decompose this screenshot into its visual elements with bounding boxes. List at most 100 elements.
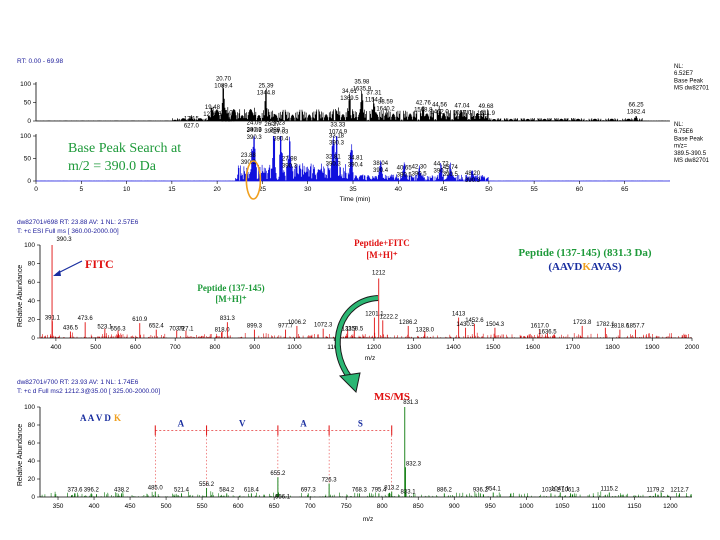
spectrum-peak-label: 618.4 — [244, 487, 260, 493]
residue-letter: A — [178, 418, 185, 428]
spectrum-peak-label: 1179.2 — [646, 487, 665, 493]
peptide-mh-label: Peptide (137-145) — [197, 283, 264, 293]
side-label-line: 6.52E7 — [674, 71, 694, 77]
msms-y-axis: 0 20 40 60 80 100 — [24, 404, 41, 501]
spectrum-peak-label: 832.3 — [406, 461, 422, 467]
fitc-label: FITC — [85, 257, 114, 271]
bps-x-tick-label: 25 — [259, 186, 267, 193]
x-tick-label: 1300 — [406, 344, 421, 351]
x-tick-label: 1000 — [287, 344, 302, 351]
peak-label: 390.3 — [270, 128, 286, 134]
spectrum-peak-label: 1061.3 — [561, 487, 580, 493]
spectrum-peak-label: 655.2 — [270, 471, 286, 477]
sequence-part-1: (AAVD — [548, 261, 582, 273]
spectrum-peak-label: 1452.6 — [465, 318, 484, 324]
y-tick-label: 60 — [28, 440, 36, 447]
peak-label: 26.27 — [264, 122, 280, 128]
bps-title-line-1: Base Peak Search at — [68, 141, 181, 156]
spectrum-peak-label: 1006.2 — [288, 320, 307, 326]
peak-label: 390.4 — [348, 163, 364, 169]
msms-x-axis-label: m/z — [363, 516, 373, 523]
spectrum-peak-label: 831.3 — [403, 400, 419, 406]
bps-x-tick-label: 10 — [123, 186, 131, 193]
spectrum-peak-label: 556.2 — [199, 482, 215, 488]
x-tick-label: 1400 — [446, 344, 461, 351]
x-tick-label: 1100 — [591, 503, 605, 510]
spectrum-peak-label: 768.3 — [352, 487, 368, 493]
spectrum-peak-label: 1286.2 — [399, 320, 418, 326]
bps-x-tick-label: 65 — [621, 186, 629, 193]
spectrum-peak-label: 886.2 — [437, 487, 453, 493]
peak-label: 66.25 — [629, 103, 645, 109]
peak-label: 390.3 — [282, 163, 298, 169]
peak-label: 390.5 — [412, 171, 428, 177]
side-label-line: MS dw82701 — [674, 158, 710, 164]
peak-label: 44.72 — [434, 162, 450, 168]
bps-y-tick-label: 0 — [27, 178, 31, 185]
x-tick-label: 1800 — [605, 344, 620, 351]
spectrum-peak-label: 473.6 — [78, 316, 94, 322]
peak-label: 390.4 — [273, 136, 289, 142]
peak-label: 390.4 — [373, 168, 389, 174]
spectrum-peak-label: 1133.9 — [339, 327, 358, 333]
peak-label: 1568.8 — [414, 107, 433, 113]
peak-label: 390.4 — [264, 129, 280, 135]
bps-y-tick-label: 50 — [24, 156, 32, 163]
msms-seq-highlight: K — [114, 413, 121, 423]
spectrum-peak-label: 831.3 — [220, 316, 236, 322]
tic-y-axis: 0 50 100 — [20, 81, 37, 125]
ms-x-axis-label: m/z — [365, 355, 375, 362]
spectrum-peak-label: 954.1 — [486, 487, 502, 493]
bps-x-tick-label: 50 — [485, 186, 493, 193]
x-tick-label: 2000 — [685, 344, 700, 351]
x-tick-label: 1000 — [519, 503, 534, 510]
bps-title-line-2: m/2 = 390.0 Da — [68, 159, 157, 174]
peak-label: 390.3 — [247, 128, 263, 134]
x-tick-label: 600 — [233, 503, 244, 510]
peak-label: 390.3 — [329, 140, 345, 146]
tic-y-tick-label: 100 — [20, 81, 31, 88]
peak-label: 1635.9 — [353, 86, 372, 92]
peak-label: 1154.5 — [365, 97, 384, 103]
noise-peaks — [39, 332, 692, 338]
peak-label: 25.39 — [258, 84, 274, 90]
tic-header: RT: 0.00 - 69.98 — [17, 58, 64, 65]
spectrum-peak-label: 833.1 — [401, 489, 417, 495]
x-tick-label: 1500 — [486, 344, 501, 351]
peak-label: 44.56 — [432, 103, 448, 109]
y-tick-label: 40 — [28, 458, 36, 465]
side-label-line: MS dw82701 — [674, 86, 710, 92]
spectrum-peak-label: 977.7 — [278, 324, 294, 330]
peak-label: 1276.5 — [203, 112, 222, 118]
peak-label: 390.5 — [443, 172, 459, 178]
ms-spectrum: dw82701#698 RT: 23.88 AV: 1 NL: 2.57E6 T… — [17, 219, 700, 362]
peak-label: 1344.8 — [257, 91, 276, 97]
spectrum-peak-label: 523.1 — [97, 325, 113, 331]
peptide-mh-ion: [M+H]⁺ — [215, 294, 247, 304]
ms-x-axis: 400 500 600 700 800 900 1000 1100 1200 1300 1400 15… — [40, 337, 700, 351]
ms-y-axis-label: Relative Abundance — [17, 265, 24, 327]
bps-x-tick-label: 30 — [304, 186, 312, 193]
peak-label: 390.5 — [397, 173, 413, 179]
peak-label: 27.03 — [273, 129, 289, 135]
x-tick-label: 400 — [89, 503, 100, 510]
side-label-line: m/z= — [674, 144, 688, 150]
spectrum-peak-label: 1504.3 — [486, 322, 505, 328]
peak-label: 42.30 — [412, 164, 428, 170]
spectrum-peak-label: 390.3 — [57, 237, 73, 243]
ms-header-line-1: dw82701#698 RT: 23.88 AV: 1 NL: 2.57E6 — [17, 219, 139, 226]
y-tick-label: 20 — [28, 316, 36, 323]
spectrum-peak-label: 1212 — [372, 270, 386, 276]
spectrum-peak-label: 726.3 — [322, 478, 338, 484]
peak-label: 48.20 — [465, 171, 481, 177]
side-label-line: 389.5-390.5 — [674, 151, 707, 157]
x-tick-label: 900 — [449, 503, 460, 510]
peak-label: 1640.2 — [376, 107, 395, 113]
x-tick-label: 1200 — [367, 344, 382, 351]
x-tick-label: 950 — [485, 503, 496, 510]
peptide-sequence: (AAVDKAVAS) — [548, 261, 622, 273]
spectrum-peak-label: 1201.1 — [365, 312, 384, 318]
